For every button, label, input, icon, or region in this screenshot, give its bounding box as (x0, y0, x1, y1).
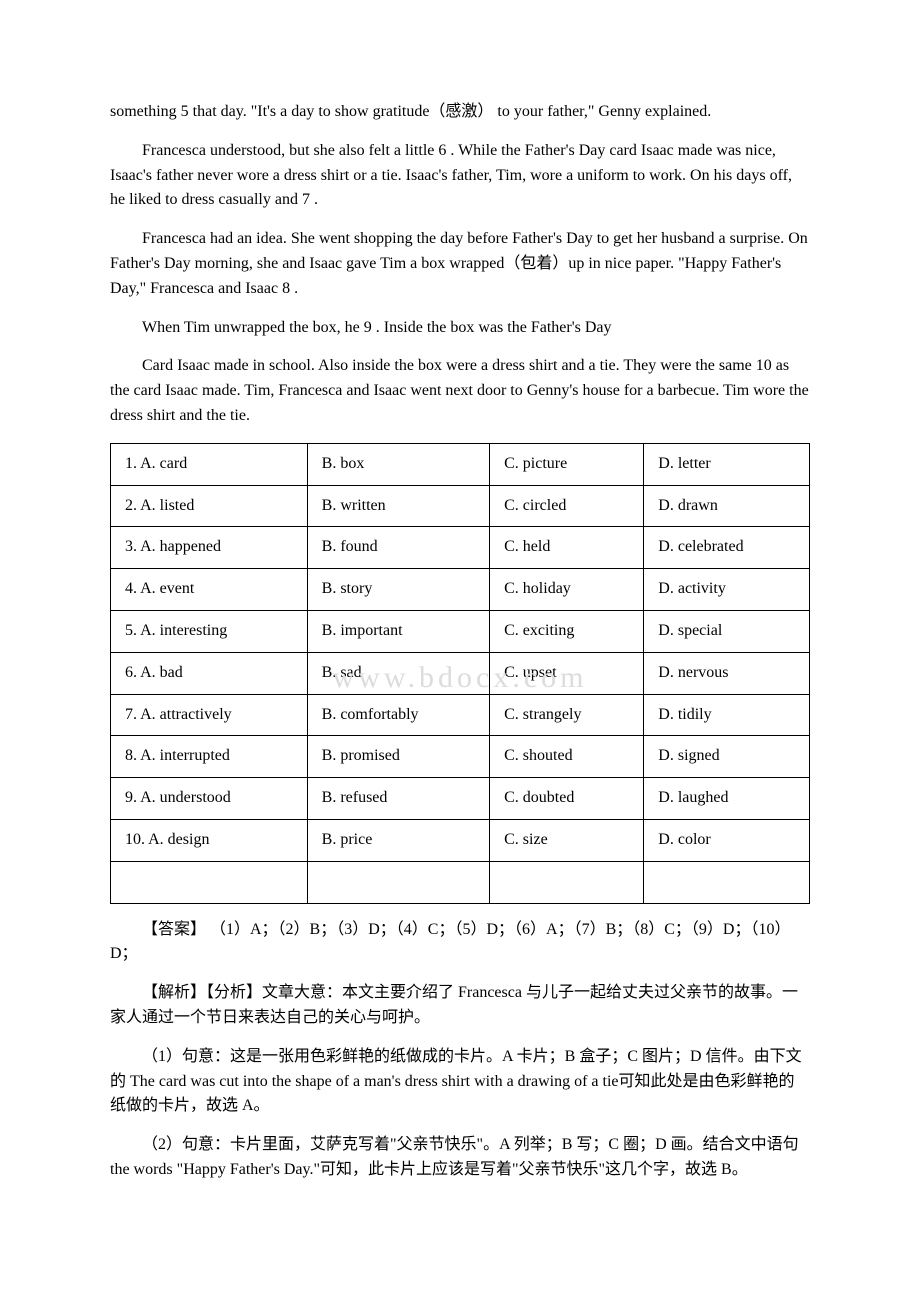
table-row: 10. A. design B. price C. size D. color (111, 819, 810, 861)
option-cell: 3. A. happened (111, 527, 308, 569)
table-row: 5. A. interesting B. important C. exciti… (111, 610, 810, 652)
option-cell: C. size (490, 819, 644, 861)
table-row (111, 861, 810, 903)
option-cell: C. holiday (490, 569, 644, 611)
option-cell: B. written (307, 485, 489, 527)
option-cell (490, 861, 644, 903)
answer-line: 【答案】 （1）A；（2）B；（3）D；（4）C；（5）D；（6）A；（7）B；… (110, 918, 810, 968)
analysis-2: （2）句意：卡片里面，艾萨克写着"父亲节快乐"。A 列举；B 写；C 圈；D 画… (110, 1133, 810, 1183)
analysis-intro: 【解析】【分析】文章大意：本文主要介绍了 Francesca 与儿子一起给丈夫过… (110, 981, 810, 1031)
option-cell: 4. A. event (111, 569, 308, 611)
table-row: 2. A. listed B. written C. circled D. dr… (111, 485, 810, 527)
options-table: 1. A. card B. box C. picture D. letter 2… (110, 443, 810, 904)
option-cell: 9. A. understood (111, 778, 308, 820)
option-cell: D. activity (644, 569, 810, 611)
paragraph-2: Francesca understood, but she also felt … (110, 139, 810, 213)
table-row: 7. A. attractively B. comfortably C. str… (111, 694, 810, 736)
paragraph-1: something 5 that day. "It's a day to sho… (110, 100, 810, 125)
option-cell: C. shouted (490, 736, 644, 778)
option-cell: 1. A. card (111, 443, 308, 485)
option-cell: 8. A. interrupted (111, 736, 308, 778)
option-cell: B. price (307, 819, 489, 861)
option-cell: 7. A. attractively (111, 694, 308, 736)
options-table-wrapper: www.bdocx.com 1. A. card B. box C. pictu… (110, 443, 810, 904)
option-cell: D. drawn (644, 485, 810, 527)
option-cell: B. story (307, 569, 489, 611)
table-row: 6. A. bad B. sad C. upset D. nervous (111, 652, 810, 694)
table-row: 9. A. understood B. refused C. doubted D… (111, 778, 810, 820)
paragraph-5: Card Isaac made in school. Also inside t… (110, 354, 810, 428)
option-cell: 5. A. interesting (111, 610, 308, 652)
option-cell: B. found (307, 527, 489, 569)
option-cell: D. celebrated (644, 527, 810, 569)
paragraph-3: Francesca had an idea. She went shopping… (110, 227, 810, 301)
option-cell: 6. A. bad (111, 652, 308, 694)
option-cell: C. strangely (490, 694, 644, 736)
analysis-1: （1）句意：这是一张用色彩鲜艳的纸做成的卡片。A 卡片；B 盒子；C 图片；D … (110, 1045, 810, 1119)
paragraph-4: When Tim unwrapped the box, he 9 . Insid… (110, 316, 810, 341)
option-cell: C. held (490, 527, 644, 569)
option-cell: D. special (644, 610, 810, 652)
document-page: something 5 that day. "It's a day to sho… (0, 0, 920, 1277)
option-cell: C. picture (490, 443, 644, 485)
option-cell (644, 861, 810, 903)
option-cell: C. circled (490, 485, 644, 527)
option-cell: 10. A. design (111, 819, 308, 861)
option-cell: D. signed (644, 736, 810, 778)
option-cell: D. nervous (644, 652, 810, 694)
option-cell: 2. A. listed (111, 485, 308, 527)
table-row: 1. A. card B. box C. picture D. letter (111, 443, 810, 485)
option-cell: B. comfortably (307, 694, 489, 736)
option-cell: B. important (307, 610, 489, 652)
option-cell: D. letter (644, 443, 810, 485)
option-cell: D. tidily (644, 694, 810, 736)
option-cell: D. laughed (644, 778, 810, 820)
option-cell: B. sad (307, 652, 489, 694)
table-row: 3. A. happened B. found C. held D. celeb… (111, 527, 810, 569)
option-cell: C. doubted (490, 778, 644, 820)
option-cell (307, 861, 489, 903)
option-cell (111, 861, 308, 903)
option-cell: C. upset (490, 652, 644, 694)
option-cell: B. box (307, 443, 489, 485)
option-cell: B. refused (307, 778, 489, 820)
option-cell: D. color (644, 819, 810, 861)
option-cell: C. exciting (490, 610, 644, 652)
table-row: 4. A. event B. story C. holiday D. activ… (111, 569, 810, 611)
option-cell: B. promised (307, 736, 489, 778)
table-row: 8. A. interrupted B. promised C. shouted… (111, 736, 810, 778)
